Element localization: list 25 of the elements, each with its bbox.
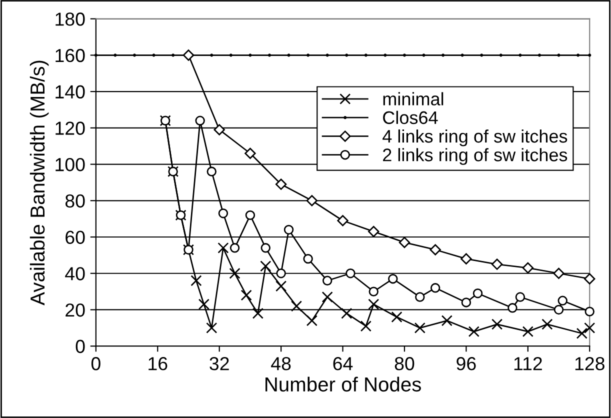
x-tick-label: 112 <box>514 357 542 370</box>
x-tick-label: 96 <box>456 357 476 370</box>
x-tick-label: 80 <box>394 357 414 370</box>
legend-label: 4 links ring of sw itches <box>382 129 568 146</box>
y-tick-label: 0 <box>76 340 85 354</box>
y-tick-label: 140 <box>56 85 85 99</box>
x-axis-title: Number of Nodes <box>266 376 421 392</box>
x-tick-label: 48 <box>271 357 291 370</box>
y-axis-title: Available Bandwidth (MB/s) <box>30 60 49 306</box>
y-tick-label: 120 <box>56 122 85 135</box>
x-tick-label: 0 <box>91 357 100 370</box>
y-tick-label: 160 <box>56 48 85 62</box>
x-tick-label: 32 <box>210 357 229 370</box>
x-tick-label: 64 <box>333 357 353 370</box>
y-tick-label: 80 <box>65 194 85 208</box>
legend-label: minimal <box>383 92 444 106</box>
legend-label: 2 links ring of sw itches <box>383 148 568 165</box>
y-tick-label: 100 <box>56 158 85 172</box>
x-tick-label: 128 <box>575 357 604 370</box>
y-tick-label: 180 <box>56 12 85 26</box>
y-tick-label: 20 <box>66 303 85 317</box>
x-tick-label: 16 <box>148 357 168 370</box>
legend-label: Clos64 <box>383 110 438 124</box>
y-tick-label: 40 <box>65 267 85 280</box>
y-tick-label: 60 <box>66 230 85 244</box>
